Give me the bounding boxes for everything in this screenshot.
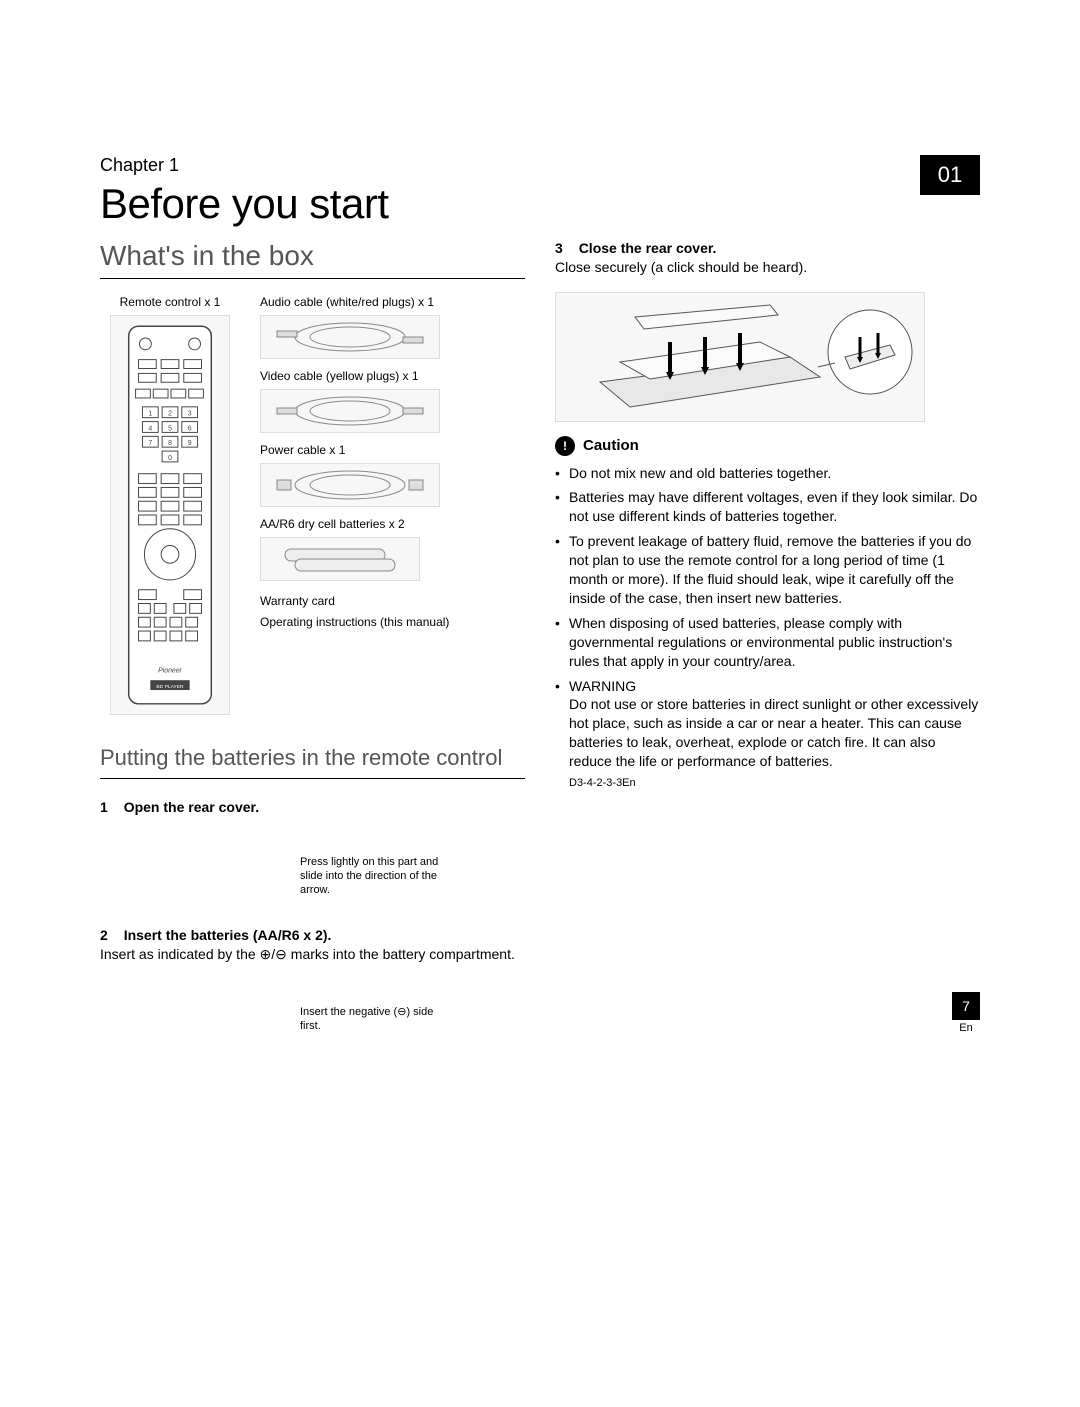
warranty-label: Warranty card xyxy=(260,591,525,611)
step-2-callout: Insert the negative (⊖) side first. xyxy=(300,1005,450,1034)
step-2-heading: Insert the batteries (AA/R6 x 2). xyxy=(124,927,332,943)
svg-text:Pioneer: Pioneer xyxy=(158,668,182,675)
caution-item: Do not mix new and old batteries togethe… xyxy=(555,464,980,483)
caution-label: Caution xyxy=(583,437,639,454)
page-number: 7 xyxy=(952,992,980,1020)
video-cable-illustration xyxy=(260,389,440,433)
batteries-illustration xyxy=(260,537,420,581)
caution-item: WARNING Do not use or store batteries in… xyxy=(555,677,980,771)
section-batteries-title: Putting the batteries in the remote cont… xyxy=(100,745,525,778)
remote-icon: 1 2 3 4 5 6 7 8 9 0 xyxy=(111,316,229,714)
svg-text:7: 7 xyxy=(148,440,152,447)
remote-label: Remote control x 1 xyxy=(100,295,240,309)
svg-text:5: 5 xyxy=(168,426,172,433)
svg-text:2: 2 xyxy=(168,411,172,418)
caution-list: Do not mix new and old batteries togethe… xyxy=(555,464,980,771)
page-language: En xyxy=(952,1022,980,1034)
svg-text:0: 0 xyxy=(168,455,172,462)
manual-label: Operating instructions (this manual) xyxy=(260,612,525,632)
step-3-illustration xyxy=(555,292,925,422)
svg-text:BD PLAYER: BD PLAYER xyxy=(156,684,184,690)
video-cable-label: Video cable (yellow plugs) x 1 xyxy=(260,369,525,383)
caution-item: Batteries may have different voltages, e… xyxy=(555,488,980,526)
left-column: What's in the box Remote control x 1 xyxy=(100,240,525,1064)
section-whats-in-box-title: What's in the box xyxy=(100,240,525,279)
step-1: 1 Open the rear cover. xyxy=(100,799,525,815)
svg-text:6: 6 xyxy=(188,426,192,433)
svg-text:3: 3 xyxy=(188,411,192,418)
svg-text:4: 4 xyxy=(148,426,152,433)
box-contents-row: Remote control x 1 xyxy=(100,295,525,721)
manual-page: 01 Chapter 1 Before you start What's in … xyxy=(0,0,1080,1104)
cables-column: Audio cable (white/red plugs) x 1 Video … xyxy=(260,295,525,721)
step-2-body: Insert as indicated by the ⊕/⊖ marks int… xyxy=(100,945,525,965)
remote-illustration: 1 2 3 4 5 6 7 8 9 0 xyxy=(110,315,230,715)
caution-item: When disposing of used batteries, please… xyxy=(555,614,980,671)
step-3: 3 Close the rear cover. Close securely (… xyxy=(555,240,980,278)
doc-code: D3-4-2-3-3En xyxy=(569,777,980,789)
svg-text:1: 1 xyxy=(148,411,152,418)
power-cable-illustration xyxy=(260,463,440,507)
right-column: 3 Close the rear cover. Close securely (… xyxy=(555,240,980,1064)
close-cover-icon xyxy=(560,297,920,417)
caution-header: ! Caution xyxy=(555,436,980,456)
step-2: 2 Insert the batteries (AA/R6 x 2). Inse… xyxy=(100,927,525,965)
svg-text:9: 9 xyxy=(188,440,192,447)
chapter-tab: 01 xyxy=(920,155,980,195)
svg-text:8: 8 xyxy=(168,440,172,447)
page-footer: 7 En xyxy=(952,992,980,1034)
step-2-num: 2 xyxy=(100,927,108,943)
batteries-label: AA/R6 dry cell batteries x 2 xyxy=(260,517,525,531)
content-columns: What's in the box Remote control x 1 xyxy=(100,240,980,1064)
caution-icon: ! xyxy=(555,436,575,456)
step-3-heading: Close the rear cover. xyxy=(579,240,717,256)
chapter-label: Chapter 1 xyxy=(100,155,980,176)
step-1-num: 1 xyxy=(100,799,108,815)
power-cable-label: Power cable x 1 xyxy=(260,443,525,457)
audio-cable-illustration xyxy=(260,315,440,359)
step-1-heading: Open the rear cover. xyxy=(124,799,259,815)
step-3-num: 3 xyxy=(555,240,563,256)
text-items: Warranty card Operating instructions (th… xyxy=(260,591,525,632)
step-1-callout: Press lightly on this part and slide int… xyxy=(300,855,450,898)
caution-item: To prevent leakage of battery fluid, rem… xyxy=(555,532,980,608)
remote-column: Remote control x 1 xyxy=(100,295,240,721)
page-title: Before you start xyxy=(100,180,980,228)
audio-cable-label: Audio cable (white/red plugs) x 1 xyxy=(260,295,525,309)
step-3-body: Close securely (a click should be heard)… xyxy=(555,258,980,278)
